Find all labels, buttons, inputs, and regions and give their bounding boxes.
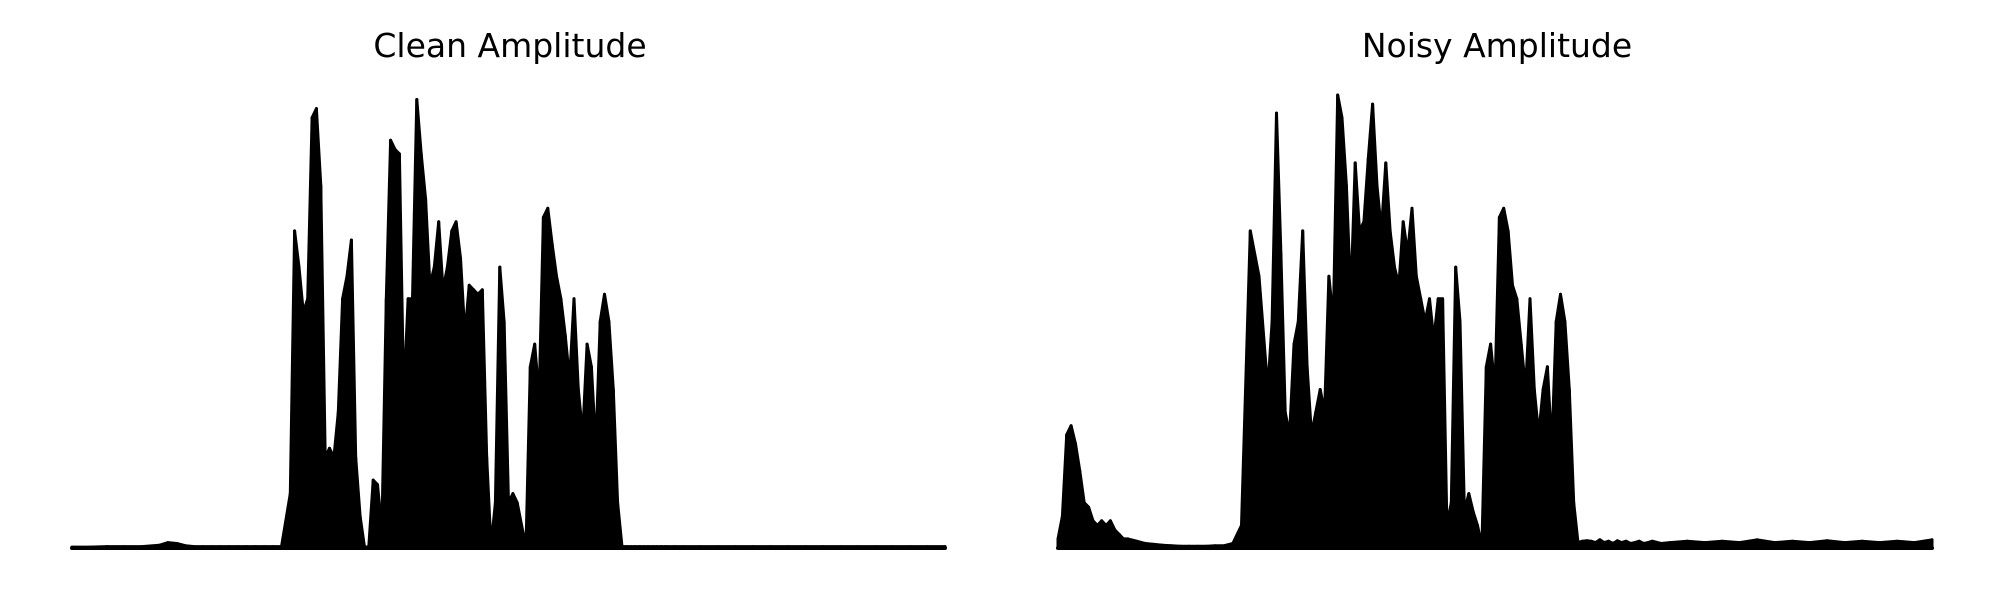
clean-amplitude-panel: Clean Amplitude	[70, 26, 947, 550]
noisy-amplitude-panel: Noisy Amplitude	[1056, 26, 1934, 550]
noisy-amplitude-plot	[1056, 93, 1934, 550]
noisy-amplitude-title: Noisy Amplitude	[1362, 26, 1632, 65]
clean-amplitude-plot	[70, 98, 947, 550]
clean-amplitude-title: Clean Amplitude	[373, 26, 646, 65]
